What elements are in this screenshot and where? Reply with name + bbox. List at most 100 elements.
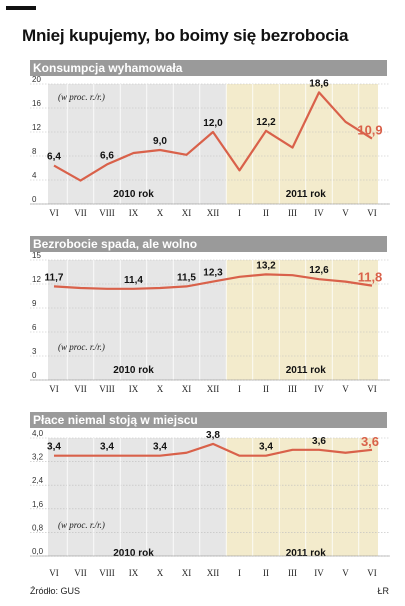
x-tick-label: III: [288, 568, 297, 578]
x-tick-label: V: [342, 208, 349, 218]
y-tick-label: 6: [32, 323, 37, 332]
x-tick-label: IX: [129, 208, 139, 218]
series-line: [53, 273, 373, 290]
x-tick-label: XI: [182, 384, 192, 394]
x-tick-label: IX: [129, 568, 139, 578]
y-tick-label: 12: [32, 123, 41, 132]
chart-consumption: 0 4 8 12 16 20 (w proc. r./r.) 2010 rok 2011 rok…: [30, 75, 390, 218]
year-label-2011: 2011 rok: [286, 189, 326, 200]
page-title: Mniej kupujemy, bo boimy się bezrobocia: [22, 26, 349, 45]
x-tick-label: X: [157, 208, 164, 218]
x-tick-label: X: [157, 384, 164, 394]
data-label: 6,4: [47, 152, 61, 163]
data-label: 18,6: [309, 78, 329, 89]
data-label: 3,6: [312, 436, 326, 447]
chart-unemployment: 0 3 6 9 12 15 (w proc. r./r.) 2010 rok 2011 rok 1…: [30, 251, 390, 394]
y-tick-label: 1,6: [32, 500, 44, 509]
y-tick-label: 12: [32, 275, 41, 284]
data-label: 13,2: [256, 260, 276, 271]
x-tick-label: VI: [49, 568, 59, 578]
title-accent-bar: [6, 6, 36, 10]
x-tick-label: X: [157, 568, 164, 578]
x-tick-label: IV: [314, 384, 324, 394]
chart-2-header: Bezrobocie spada, ale wolno: [30, 236, 387, 252]
chart-wages: 0,0 0,8 1,6 2,4 3,2 4,0 (w proc. r./r.) 2010 ro…: [30, 429, 390, 578]
x-tick-label: I: [238, 384, 241, 394]
data-label: 12,3: [203, 268, 223, 279]
x-tick-label: XI: [182, 568, 192, 578]
x-tick-label: V: [342, 568, 349, 578]
x-tick-label: VI: [367, 568, 377, 578]
x-tick-label: XII: [207, 384, 220, 394]
band-2011: [226, 84, 378, 204]
data-label: 3,4: [47, 442, 61, 453]
y-tick-label: 9: [32, 299, 37, 308]
y-tick-label: 3,2: [32, 453, 44, 462]
y-tick-label: 0: [32, 195, 37, 204]
y-tick-label: 8: [32, 147, 37, 156]
series-line: [53, 91, 373, 182]
x-tick-label: IV: [314, 568, 324, 578]
band-2010: [48, 84, 227, 204]
data-label: 11,7: [45, 272, 64, 283]
y-tick-label: 4: [32, 171, 37, 180]
y-tick-label: 15: [32, 251, 41, 260]
unit-note: (w proc. r./r.): [58, 520, 105, 530]
data-label: 3,4: [100, 442, 114, 453]
data-label: 3,8: [206, 430, 220, 441]
data-label: 6,6: [100, 150, 114, 161]
y-tick-label: 0,8: [32, 523, 44, 532]
y-tick-label: 0,0: [32, 547, 44, 556]
year-label-2010: 2010 rok: [113, 365, 154, 376]
x-tick-label: I: [238, 208, 241, 218]
x-tick-label: VI: [367, 208, 377, 218]
chart-1-header: Konsumpcja wyhamowała: [30, 60, 387, 76]
unit-note: (w proc. r./r.): [58, 92, 105, 102]
x-tick-label: I: [238, 568, 241, 578]
x-tick-label: V: [342, 384, 349, 394]
data-label-highlight: 10,9: [357, 123, 382, 138]
year-label-2011: 2011 rok: [286, 548, 326, 559]
y-tick-label: 3: [32, 347, 37, 356]
x-tick-label: IX: [129, 384, 139, 394]
data-label: 12,2: [256, 117, 276, 128]
data-label: 12,0: [203, 118, 223, 129]
x-tick-label: VI: [49, 384, 59, 394]
data-label: 11,5: [177, 272, 196, 283]
series-line: [54, 442, 373, 457]
x-tick-label: VIII: [99, 208, 115, 218]
x-tick-label: VI: [49, 208, 59, 218]
band-2010: [48, 260, 227, 380]
y-tick-label: 2,4: [32, 476, 44, 485]
y-tick-label: 0: [32, 371, 37, 380]
author-initials: ŁR: [377, 586, 389, 596]
source-note: Źródło: GUS: [30, 586, 81, 596]
x-tick-label: II: [263, 384, 269, 394]
year-label-2010: 2010 rok: [113, 189, 154, 200]
data-label: 12,6: [309, 265, 329, 276]
band-2010: [48, 438, 227, 556]
y-tick-label: 20: [32, 75, 41, 84]
data-label: 9,0: [153, 136, 167, 147]
x-tick-label: III: [288, 384, 297, 394]
x-tick-label: XII: [207, 208, 220, 218]
year-label-2011: 2011 rok: [286, 365, 326, 376]
data-label: 11,4: [124, 275, 143, 286]
data-label-highlight: 11,8: [358, 270, 383, 285]
y-tick-label: 16: [32, 99, 41, 108]
x-tick-label: IV: [314, 208, 324, 218]
year-label-2010: 2010 rok: [113, 548, 154, 559]
unit-note: (w proc. r./r.): [58, 342, 105, 352]
x-tick-label: III: [288, 208, 297, 218]
data-label: 3,4: [153, 442, 167, 453]
band-2011: [226, 260, 378, 380]
x-tick-label: VII: [74, 384, 87, 394]
x-tick-label: VIII: [99, 568, 115, 578]
x-tick-label: VII: [74, 568, 87, 578]
x-tick-label: XI: [182, 208, 192, 218]
x-tick-label: XII: [207, 568, 220, 578]
x-tick-label: VIII: [99, 384, 115, 394]
chart-3-header: Płace niemal stoją w miejscu: [30, 412, 387, 428]
band-2011: [226, 438, 378, 556]
x-tick-label: II: [263, 208, 269, 218]
